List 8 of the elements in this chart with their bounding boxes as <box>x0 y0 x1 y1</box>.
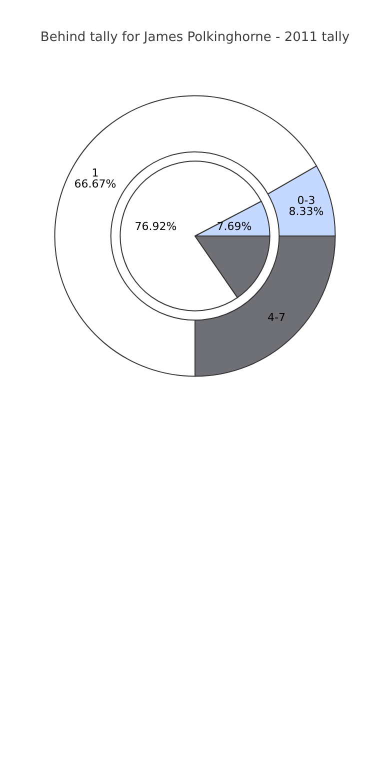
data-label: 7.69% <box>216 220 252 233</box>
chart-title: Behind tally for James Polkinghorne - 2011 tally <box>40 30 350 45</box>
slice-label: 1 <box>92 166 99 180</box>
slice-label: 4-7 <box>267 310 286 324</box>
slice-label: 0-3 <box>297 194 316 208</box>
data-label: 66.67% <box>74 177 116 190</box>
data-label: 76.92% <box>134 220 177 233</box>
data-label: 8.33% <box>288 205 324 218</box>
